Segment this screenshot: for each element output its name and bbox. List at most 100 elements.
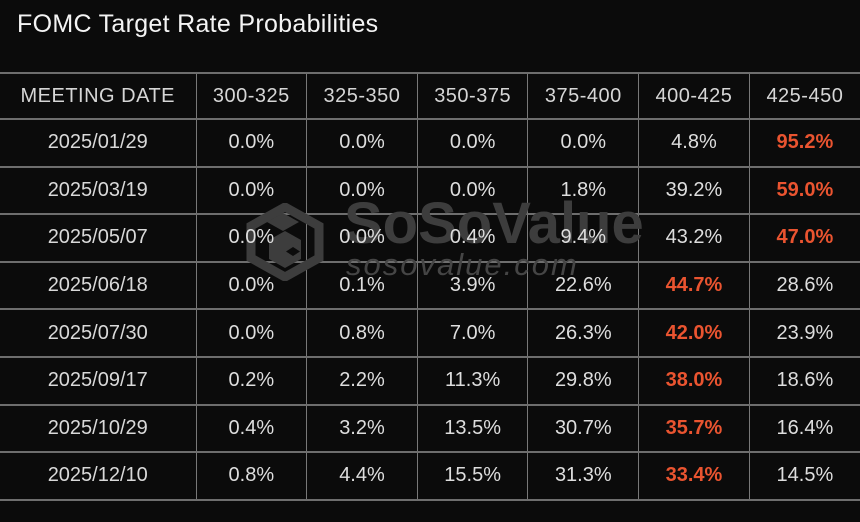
column-header-meeting-date: MEETING DATE [20, 84, 176, 107]
probability-cell: 43.2% [638, 214, 750, 262]
cell-value: 0.8% [228, 464, 275, 487]
cell-value: 0.0% [449, 178, 496, 201]
table-row: 2025/09/17 0.2% 2.2% 11.3% 29.8% 38.0% 18.6% [0, 356, 860, 405]
probability-cell: 4.8% [638, 119, 750, 167]
cell-value: 43.2% [665, 226, 723, 249]
probability-cell: 0.0% [527, 119, 639, 167]
meeting-date-cell: 2025/09/17 [0, 357, 196, 405]
cell-value: 2025/10/29 [47, 416, 148, 439]
cell-value: 31.3% [554, 464, 612, 487]
probability-cell: 23.9% [748, 309, 860, 357]
cell-value: 0.0% [228, 321, 275, 344]
meeting-date-cell: 2025/07/30 [0, 309, 196, 357]
cell-value: 22.6% [554, 274, 612, 297]
column-header-rate-range: 350-375 [416, 73, 528, 119]
cell-value: 0.0% [228, 274, 275, 297]
cell-value: 2025/01/29 [47, 131, 148, 154]
table-row: 2025/03/19 0.0% 0.0% 0.0% 1.8% 39.2% 59.0% [0, 166, 860, 215]
table-row: 2025/05/07 0.0% 0.0% 0.4% 9.4% 43.2% 47.0% [0, 214, 860, 262]
cell-value: 2025/06/18 [47, 274, 148, 297]
cell-value: 0.2% [228, 369, 275, 392]
cell-value: 0.0% [228, 131, 275, 154]
probability-cell: 13.5% [416, 404, 528, 453]
column-header-rate-range: 375-400 [527, 73, 639, 119]
cell-value: 23.9% [776, 321, 834, 344]
cell-value: 0.0% [228, 178, 275, 201]
probability-cell: 0.8% [195, 452, 307, 500]
cell-value: 3.9% [449, 274, 496, 297]
probability-cell: 0.0% [416, 166, 528, 215]
probability-cell: 39.2% [638, 166, 750, 215]
probabilities-table: MEETING DATE 300-325 325-350 350-375 375… [0, 72, 860, 501]
probability-cell: 38.0% [638, 356, 750, 405]
probability-value-highlighted: 35.7% [665, 416, 723, 439]
column-header-rate-range: 325-350 [306, 73, 418, 119]
cell-value: 0.8% [339, 321, 385, 344]
probability-cell: 0.0% [195, 261, 307, 310]
probability-cell: 0.0% [195, 214, 307, 262]
cell-value: 0.0% [449, 131, 496, 154]
probability-cell: 7.0% [416, 309, 528, 357]
probability-cell: 2.2% [306, 356, 418, 405]
probability-cell: 95.2% [748, 119, 860, 167]
column-header-rate-range: 425-450 [748, 73, 860, 119]
page-title: FOMC Target Rate Probabilities [17, 10, 379, 38]
probability-cell: 0.0% [306, 119, 418, 167]
probability-cell: 1.8% [527, 166, 639, 215]
probability-value-highlighted: 44.7% [665, 274, 723, 297]
meeting-date-cell: 2025/06/18 [0, 262, 196, 310]
table-body: 2025/01/29 0.0% 0.0% 0.0% 0.0% 4.8% 95.2% 2025/… [0, 119, 860, 500]
cell-value: 18.6% [776, 369, 834, 392]
cell-value: 0.1% [339, 274, 385, 297]
cell-value: 0.4% [228, 416, 275, 439]
cell-value: 0.4% [449, 226, 496, 249]
meeting-date-cell: 2025/03/19 [0, 167, 196, 215]
cell-value: 0.0% [339, 178, 385, 201]
cell-value: 15.5% [444, 464, 501, 487]
cell-value: 14.5% [776, 464, 834, 487]
cell-value: 0.0% [228, 226, 275, 249]
probability-cell: 26.3% [527, 309, 639, 357]
cell-value: 2.2% [339, 369, 385, 392]
cell-value: 7.0% [449, 321, 496, 344]
probability-cell: 4.4% [306, 452, 418, 500]
cell-value: 13.5% [444, 416, 501, 439]
probability-cell: 47.0% [748, 214, 860, 262]
column-header-rate-range: 400-425 [638, 73, 750, 119]
cell-value: 2025/05/07 [47, 226, 148, 249]
probability-cell: 33.4% [638, 452, 750, 500]
cell-value: 26.3% [554, 321, 612, 344]
probability-cell: 29.8% [527, 356, 639, 405]
probability-value-highlighted: 59.0% [776, 178, 834, 201]
cell-value: 0.0% [339, 226, 385, 249]
probability-value-highlighted: 95.2% [776, 131, 834, 154]
meeting-date-cell: 2025/12/10 [0, 452, 196, 500]
cell-value: 1.8% [560, 178, 607, 201]
table-row: 2025/12/10 0.8% 4.4% 15.5% 31.3% 33.4% 14.5% [0, 452, 860, 500]
probability-cell: 14.5% [748, 452, 860, 500]
table-row: 2025/01/29 0.0% 0.0% 0.0% 0.0% 4.8% 95.2% [0, 119, 860, 167]
table-header-row: MEETING DATE 300-325 325-350 350-375 375… [0, 73, 860, 119]
cell-value: 2025/12/10 [47, 464, 148, 487]
probability-cell: 28.6% [748, 261, 860, 310]
cell-value: 29.8% [554, 369, 612, 392]
meeting-date-cell: 2025/01/29 [0, 119, 196, 167]
probability-cell: 0.8% [306, 309, 418, 357]
probability-cell: 44.7% [638, 261, 750, 310]
probability-cell: 0.4% [195, 404, 307, 453]
probability-cell: 0.0% [416, 119, 528, 167]
probability-cell: 0.0% [195, 119, 307, 167]
probability-cell: 3.9% [416, 261, 528, 310]
probability-cell: 18.6% [748, 356, 860, 405]
cell-value: 2025/09/17 [47, 369, 148, 392]
cell-value: 3.2% [339, 416, 385, 439]
probability-cell: 22.6% [527, 261, 639, 310]
probability-cell: 31.3% [527, 452, 639, 500]
probability-cell: 9.4% [527, 214, 639, 262]
meeting-date-cell: 2025/10/29 [0, 405, 196, 453]
cell-value: 30.7% [554, 416, 612, 439]
probability-value-highlighted: 33.4% [665, 464, 723, 487]
probability-cell: 42.0% [638, 309, 750, 357]
cell-value: 9.4% [560, 226, 607, 249]
